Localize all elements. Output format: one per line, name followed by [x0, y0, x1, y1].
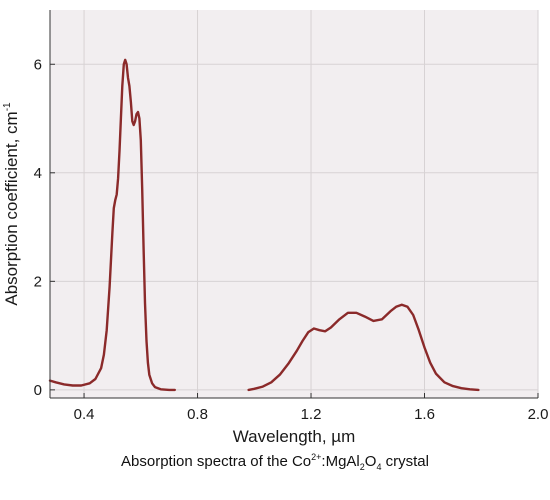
caption-formula: :MgAl	[321, 453, 360, 470]
spectrum-series	[48, 58, 480, 392]
caption-co-superscript: 2+	[311, 452, 322, 462]
x-tick-label: 0.4	[74, 406, 95, 423]
caption-oxygen: O	[364, 453, 377, 470]
x-axis-title: Wavelength, µm	[233, 427, 356, 446]
plot-background	[50, 10, 538, 398]
spectrum-line	[247, 303, 480, 392]
y-tick-label: 4	[34, 165, 42, 182]
y-tick-label: 2	[34, 273, 42, 290]
y-tick-label: 6	[34, 56, 42, 73]
x-tick-label: 1.6	[414, 406, 435, 423]
y-axis-title-text: Absorption coefficient, cm	[2, 111, 21, 305]
y-tick-label: 0	[34, 382, 42, 399]
caption-prefix: Absorption spectra of the Co	[121, 453, 312, 470]
axis-ticks: 0.4 0.8 1.2 1.6 2.0 0 2 4 6	[34, 56, 549, 423]
figure-caption: Absorption spectra of the Co2+:MgAl2O4 c…	[0, 452, 550, 472]
x-tick-label: 1.2	[301, 406, 322, 423]
caption-al-subscript: 2	[359, 462, 365, 472]
grid-lines	[50, 10, 539, 398]
x-tick-label: 0.8	[187, 406, 208, 423]
y-axis-title: Absorption coefficient, cm-1	[2, 102, 21, 306]
y-axis-title-exponent: -1	[2, 102, 13, 111]
caption-o-subscript: 4	[376, 462, 382, 472]
spectrum-line	[48, 58, 177, 392]
caption-suffix: crystal	[381, 453, 429, 470]
x-tick-label: 2.0	[528, 406, 549, 423]
